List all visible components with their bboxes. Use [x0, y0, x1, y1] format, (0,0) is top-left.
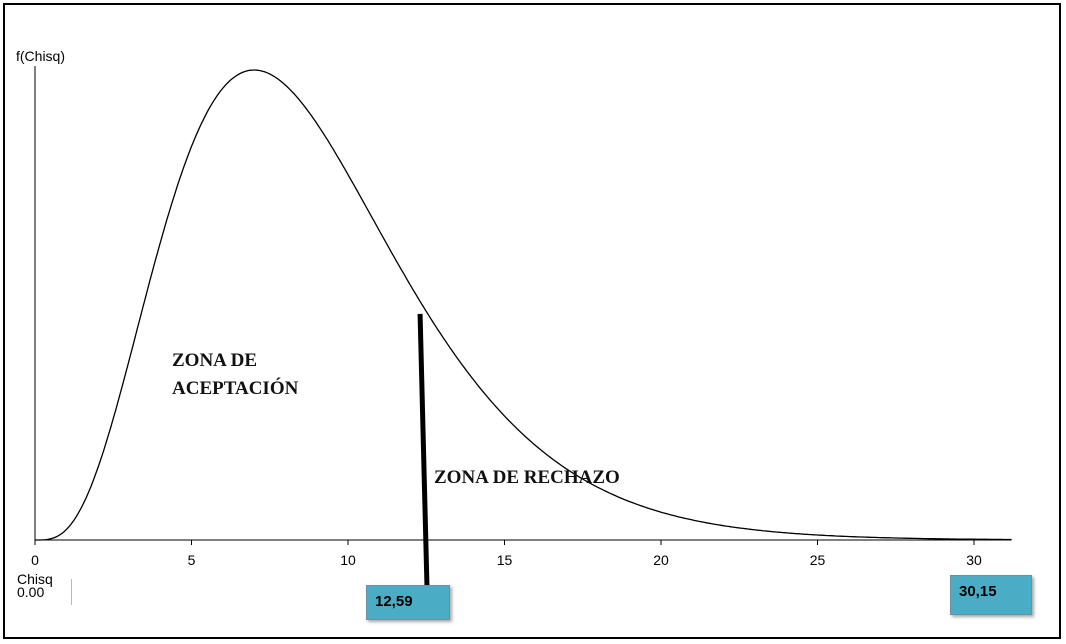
acceptance-zone-label-line2: ACEPTACIÓN: [172, 377, 299, 399]
rejection-zone-label: ZONA DE RECHAZO: [434, 467, 620, 488]
critical-value-badge: 12,59: [366, 585, 450, 620]
x-tick-label: 20: [653, 552, 669, 568]
x-tick-label: 15: [497, 552, 513, 568]
calculated-value-badge: 30,15: [950, 575, 1032, 615]
chi-square-curve: [35, 69, 1012, 541]
x-ticks: 0 5 10 15 20 25 30: [31, 540, 982, 568]
chart-frame: [3, 3, 1061, 639]
x-axis-label: Chisq: [17, 571, 53, 587]
x-start-box: [14, 579, 72, 605]
critical-value-text: 12,59: [375, 593, 413, 610]
x-tick-label: 5: [188, 552, 196, 568]
x-tick-label: 30: [966, 552, 982, 568]
calculated-value-text: 30,15: [959, 583, 997, 600]
x-start-readout: 0.00: [17, 584, 44, 600]
x-tick-label: 0: [31, 552, 39, 568]
acceptance-zone-label-line1: ZONA DE: [172, 350, 257, 371]
x-tick-label: 25: [810, 552, 826, 568]
critical-value-line: [417, 313, 430, 591]
x-tick-label: 10: [340, 552, 356, 568]
y-axis-label: f(Chisq): [16, 48, 65, 64]
